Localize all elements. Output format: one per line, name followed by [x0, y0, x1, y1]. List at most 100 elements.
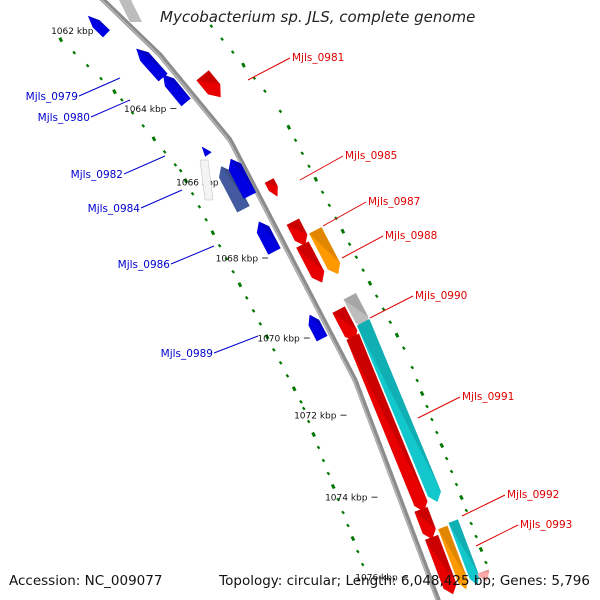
forward-cds-arrow-shade	[414, 506, 436, 529]
forward-cds-arrow-shade	[286, 218, 308, 235]
genome-title: Mycobacterium sp. JLS, complete genome	[160, 8, 476, 26]
reverse-cds-arrow	[228, 158, 257, 199]
forward-cds-arrow-shade	[296, 241, 325, 272]
gc-dot-outer	[241, 62, 246, 68]
gc-dot-inner	[355, 549, 360, 554]
reverse-gene-label: Mjls_0979	[26, 91, 78, 103]
reverse-gene-leader	[213, 335, 259, 354]
reverse-cds-arrow-shade	[163, 74, 191, 99]
gc-dot-outer	[394, 332, 400, 338]
forward-cds-arrow	[196, 70, 221, 98]
reverse-cds-arrow-shade	[230, 158, 257, 193]
forward-cds-arrow-shade	[438, 525, 468, 580]
axis-tick-label: 1070 kbp	[257, 335, 300, 345]
gc-dot-inner	[271, 347, 276, 352]
gray-feature	[199, 159, 214, 201]
accession-text: Accession: NC_009077	[9, 573, 163, 589]
reverse-gene-label: Mjls_0986	[118, 259, 171, 271]
gc-dot-outer	[263, 89, 267, 94]
forward-gene-label: Mjls_0990	[415, 290, 467, 302]
gc-dot-inner	[360, 562, 365, 567]
gc-dot-outer	[230, 50, 235, 55]
gc-dot-inner	[85, 63, 90, 68]
reverse-cds-arrow	[163, 74, 191, 107]
gc-dot-inner	[350, 535, 356, 542]
gc-dot-outer	[469, 521, 474, 526]
gc-dot-inner	[162, 149, 167, 154]
forward-gene-leader	[475, 524, 519, 547]
genome-backbone-highlight	[100, 0, 438, 600]
forward-cds-arrow	[448, 519, 480, 586]
gc-dot-inner	[330, 483, 336, 490]
reverse-gene-label: Mjls_0989	[161, 348, 213, 360]
gc-dot-inner	[197, 204, 202, 209]
reverse-gene-leader	[140, 189, 183, 209]
reverse-cds-arrow-shade	[309, 314, 328, 336]
gc-dot-inner	[291, 386, 297, 392]
gc-dot-outer	[410, 365, 415, 370]
forward-cds-arrow	[414, 506, 436, 540]
gc-dot-inner	[341, 510, 345, 515]
forward-gene-leader	[299, 155, 344, 181]
forward-cds-arrow-shade	[448, 519, 480, 576]
gc-dot-outer	[220, 37, 224, 42]
forward-gene-label: Mjls_0993	[520, 519, 572, 531]
forward-cds-arrow	[343, 293, 369, 329]
gc-dot-inner	[141, 123, 146, 128]
reverse-cds-arrow-shade	[201, 146, 212, 153]
reverse-cds-arrow	[219, 166, 250, 213]
forward-cds-arrow-shade	[264, 178, 278, 187]
forward-cds-arrow-shade	[346, 333, 428, 502]
forward-cds-arrow-shade	[309, 227, 341, 263]
gc-dot-outer	[327, 203, 332, 208]
gc-content-dots	[58, 24, 488, 567]
reverse-gene-leader	[123, 155, 166, 175]
gc-dot-outer	[347, 242, 352, 247]
gc-dot-outer	[209, 24, 214, 29]
reverse-cds-arrow-shade	[87, 15, 110, 31]
axis-tick-label: 1074 kbp	[325, 494, 368, 504]
forward-cds-arrow	[332, 306, 358, 342]
gc-dot-inner	[151, 136, 157, 142]
gc-dot-outer	[381, 307, 386, 312]
gc-dot-outer	[439, 442, 445, 449]
gc-dot-inner	[346, 523, 350, 528]
forward-gene-leader	[461, 494, 506, 517]
reverse-gene-label: Mjls_0980	[38, 112, 90, 124]
axis-tick-label: 1062 kbp	[51, 27, 94, 37]
forward-gene-leader	[247, 57, 291, 81]
forward-gene-label: Mjls_0987	[368, 196, 420, 208]
gc-dot-outer	[354, 255, 359, 260]
forward-cds-arrow-shade	[196, 70, 221, 85]
gc-dot-inner	[217, 243, 222, 248]
reverse-gene-leader	[170, 245, 215, 265]
reverse-cds-arrow	[256, 221, 281, 255]
gc-dot-inner	[244, 295, 249, 300]
gc-dot-inner	[299, 399, 303, 404]
gc-dot-outer	[293, 138, 298, 143]
gc-dot-inner	[258, 321, 263, 326]
gc-dot-inner	[178, 168, 183, 173]
gc-dot-inner	[130, 110, 135, 115]
gc-dot-outer	[300, 151, 305, 156]
gc-dot-outer	[401, 346, 406, 351]
axis-tick-label: 1064 kbp	[124, 105, 167, 115]
gc-dot-outer	[478, 546, 484, 553]
gc-dot-inner	[190, 191, 195, 196]
forward-gene-label: Mjls_0985	[345, 150, 397, 162]
forward-cds-arrow-shade	[357, 319, 441, 492]
topology-text: Topology: circular; Length: 6,048,425 bp…	[219, 573, 590, 589]
forward-gene-label: Mjls_0991	[462, 391, 514, 403]
reverse-cds-arrow	[201, 146, 212, 158]
reverse-cds-arrow-shade	[258, 221, 281, 249]
forward-cds-arrow-shade	[425, 534, 457, 584]
reverse-cds-arrow-shade	[136, 48, 168, 74]
gc-dot-outer	[374, 294, 379, 299]
gc-dot-outer	[320, 190, 325, 195]
gc-dot-inner	[311, 431, 316, 438]
forward-cds-arrow	[296, 241, 325, 283]
forward-cds-arrow	[438, 525, 468, 590]
gc-dot-inner	[321, 458, 326, 463]
gc-dot-outer	[419, 390, 425, 397]
